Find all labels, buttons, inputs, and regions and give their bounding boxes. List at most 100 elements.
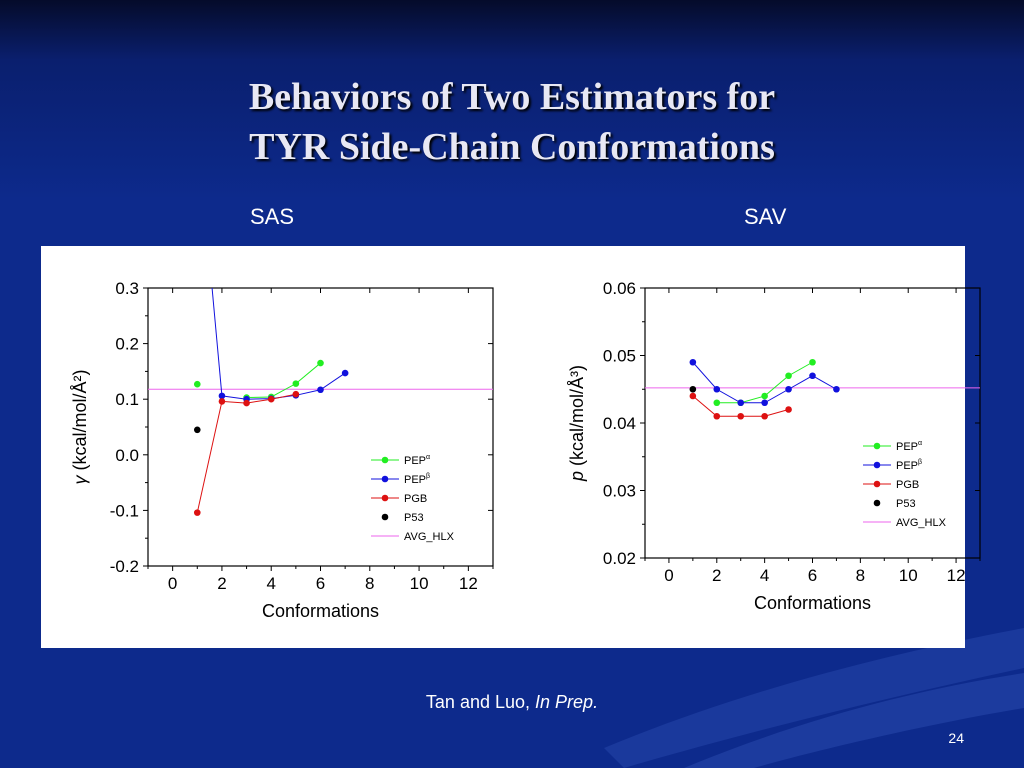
x-tick-label: 8 [856,566,865,585]
sas-panel-label: SAS [250,204,295,229]
legend-label-main: P53 [896,498,916,510]
legend-label: PEPα [896,440,922,453]
x-tick-label: 0 [168,574,177,593]
x-tick-label: 10 [899,566,918,585]
data-point [737,399,745,407]
legend-label: P53 [404,512,424,524]
legend-marker [381,456,389,464]
slide-title: Behaviors of Two Estimators for TYR Side… [0,72,1024,172]
data-point [713,399,721,407]
y-tick-label: 0.2 [115,335,139,354]
data-point [785,406,792,413]
y-axis-label: γ (kcal/mol/Å²) [70,369,90,484]
data-point [713,385,721,393]
y-tick-label: 0.06 [603,279,636,298]
data-point [761,392,768,400]
y-tick-label: 0.03 [603,482,636,501]
legend-label-main: PEP [404,474,426,486]
legend-marker [381,475,389,483]
plot-frame [147,287,494,567]
y-tick-label: -0.2 [110,557,139,576]
data-point [341,369,349,377]
chart-panel: 0 2 4 6 8 10 12 -0.2 -0.1 0.0 0.1 0.2 0.3 Conformatio… [41,246,981,648]
data-point [292,390,300,398]
y-tick-label: 0.0 [115,446,139,465]
series-line [196,393,296,513]
legend-label: PEPα [404,454,430,467]
data-point [785,372,792,380]
citation-status: In Prep. [535,692,599,712]
x-tick-label: 4 [760,566,769,585]
background-swoosh [604,628,1024,768]
legend-marker [873,499,881,507]
data-point [193,509,201,516]
x-tick-label: 6 [316,574,325,593]
data-point [218,392,226,400]
legend-label-sup: β [918,459,922,466]
data-point [737,412,745,420]
legend-label: PEPβ [404,473,430,486]
data-point [193,380,201,388]
legend-label-main: AVG_HLX [404,531,455,543]
data-point [317,386,324,394]
citation-authors: Tan and Luo, [425,692,531,712]
data-point [761,412,768,420]
legend-label-main: AVG_HLX [896,517,947,529]
legend-marker [381,494,389,502]
x-tick-label: 2 [217,574,226,593]
y-tick-label: 0.04 [603,414,636,433]
sav-chart: 0 2 4 6 8 10 12 0.02 0.03 0.04 0.05 0.06 Conformatio… [567,279,981,613]
x-tick-label: 12 [459,574,478,593]
legend-label: PGB [896,479,919,491]
legend-marker [873,461,881,469]
y-tick-label: 0.02 [603,549,636,568]
data-point [689,385,697,393]
legend-label: AVG_HLX [896,517,947,529]
y-tick-label: -0.1 [110,501,139,520]
legend-marker [873,442,881,450]
plot-layer [148,288,493,516]
legend-label-main: PGB [404,493,427,505]
data-point [292,380,300,387]
slide-title-line-1: Behaviors of Two Estimators for [248,76,776,118]
y-axis-label: p (kcal/mol/Å³) [567,365,587,482]
x-axis-label: Conformations [262,601,379,621]
y-tick-label: 0.3 [115,279,139,298]
legend-label-sup: α [918,440,922,447]
y-tick-label: 0.05 [603,347,636,366]
data-point [689,392,697,400]
series-line [221,372,346,400]
y-tick-label: 0.1 [115,390,139,409]
legend-label-sup: α [426,454,430,461]
legend-label-main: PEP [896,460,918,472]
data-point [785,385,792,393]
y-axis-symbol: γ [70,471,90,485]
x-tick-label: 6 [808,566,817,585]
plot-layer [645,358,980,420]
x-tick-label: 12 [947,566,966,585]
legend-label: PEPβ [896,459,922,472]
x-tick-label: 4 [266,574,275,593]
legend-label-main: PEP [896,441,918,453]
page-number: 24 [948,730,964,746]
data-point [193,426,201,434]
y-axis-symbol: p [567,466,587,482]
data-point [761,399,768,407]
legend-marker [381,513,389,521]
y-axis-units: (kcal/mol/Å³) [567,365,587,466]
x-tick-label: 8 [365,574,374,593]
series-line [211,288,223,396]
data-point [267,395,275,403]
legend-label: AVG_HLX [404,531,455,543]
slide-title-line-2: TYR Side-Chain Conformations [249,126,775,168]
legend-label-main: PGB [896,479,919,491]
sas-chart: 0 2 4 6 8 10 12 -0.2 -0.1 0.0 0.1 0.2 0.3 Conformatio… [70,279,494,621]
data-point [218,398,226,405]
x-axis-label: Conformations [754,593,871,613]
legend-marker [873,480,881,488]
x-tick-label: 2 [712,566,721,585]
legend-label-sup: β [426,473,430,480]
data-point [809,372,816,380]
data-point [833,385,840,393]
x-tick-label: 0 [664,566,673,585]
